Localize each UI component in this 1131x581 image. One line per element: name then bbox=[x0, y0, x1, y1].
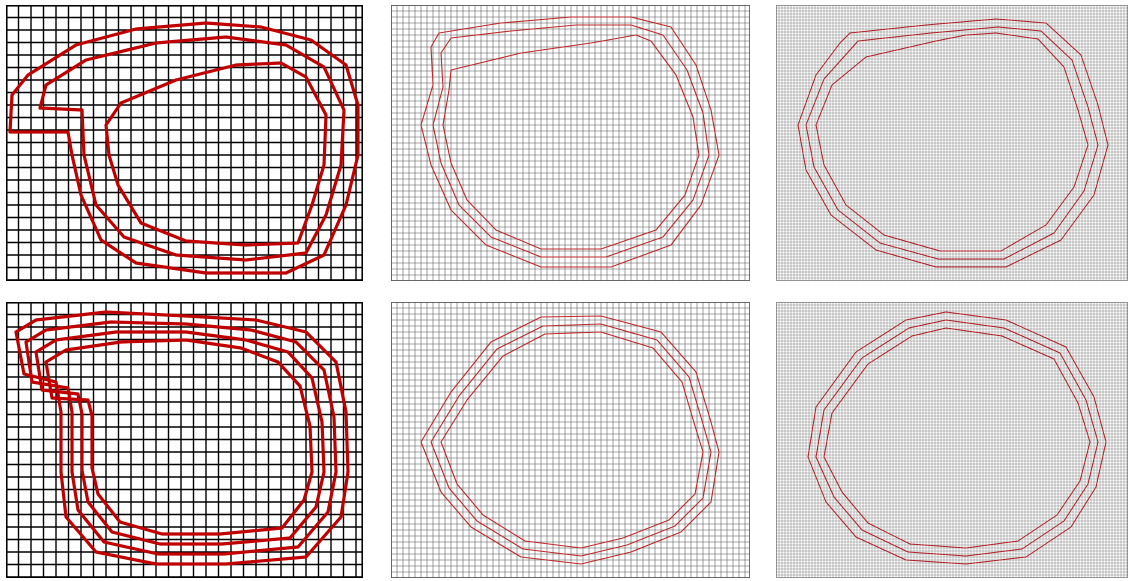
contour-2 bbox=[24, 320, 338, 556]
panel-border bbox=[776, 5, 1128, 281]
grid-lines bbox=[6, 5, 363, 281]
contour-curves bbox=[420, 16, 720, 268]
contour-inner bbox=[815, 32, 1089, 252]
contour-inner bbox=[440, 331, 704, 549]
contour-curves bbox=[797, 18, 1109, 268]
grid-lines bbox=[776, 302, 1128, 578]
contour-curves bbox=[807, 311, 1107, 565]
contour-outer bbox=[420, 315, 720, 565]
contour-curves bbox=[14, 310, 350, 566]
panel-6-svg bbox=[776, 302, 1128, 578]
contour-outer bbox=[807, 311, 1107, 565]
panel-medium-grid-bottom bbox=[391, 302, 750, 578]
contour-middle bbox=[430, 323, 712, 557]
panel-2-svg bbox=[391, 5, 750, 281]
contour-middle bbox=[805, 26, 1099, 260]
panel-medium-grid-top bbox=[391, 5, 750, 281]
panel-border bbox=[391, 5, 750, 281]
grid-lines bbox=[391, 302, 750, 578]
contour-curves bbox=[8, 21, 360, 275]
panel-1-svg bbox=[6, 5, 363, 281]
contour-middle bbox=[38, 35, 346, 262]
contour-outer bbox=[420, 16, 720, 268]
panel-border bbox=[776, 302, 1128, 578]
contour-inner bbox=[442, 34, 700, 250]
contour-curves bbox=[420, 315, 720, 565]
panel-5-svg bbox=[391, 302, 750, 578]
contour-inner bbox=[823, 327, 1091, 549]
panel-border bbox=[6, 302, 363, 578]
contour-outer bbox=[8, 21, 360, 275]
panel-coarse-grid-top bbox=[6, 5, 363, 281]
panel-coarse-grid-bottom bbox=[6, 302, 363, 578]
grid-lines bbox=[391, 5, 750, 281]
contour-middle bbox=[432, 24, 710, 258]
panel-3-svg bbox=[776, 5, 1128, 281]
panel-4-svg bbox=[6, 302, 363, 578]
contour-middle bbox=[815, 319, 1099, 557]
panel-fine-grid-bottom bbox=[776, 302, 1128, 578]
contour-outer bbox=[797, 18, 1109, 268]
contour-3 bbox=[34, 330, 326, 546]
panel-fine-grid-top bbox=[776, 5, 1128, 281]
contour-1 bbox=[14, 310, 350, 566]
panel-border bbox=[391, 302, 750, 578]
contour-4 bbox=[44, 338, 314, 536]
panel-border bbox=[6, 5, 363, 281]
contour-inner bbox=[104, 61, 328, 247]
grid-lines bbox=[776, 5, 1128, 281]
